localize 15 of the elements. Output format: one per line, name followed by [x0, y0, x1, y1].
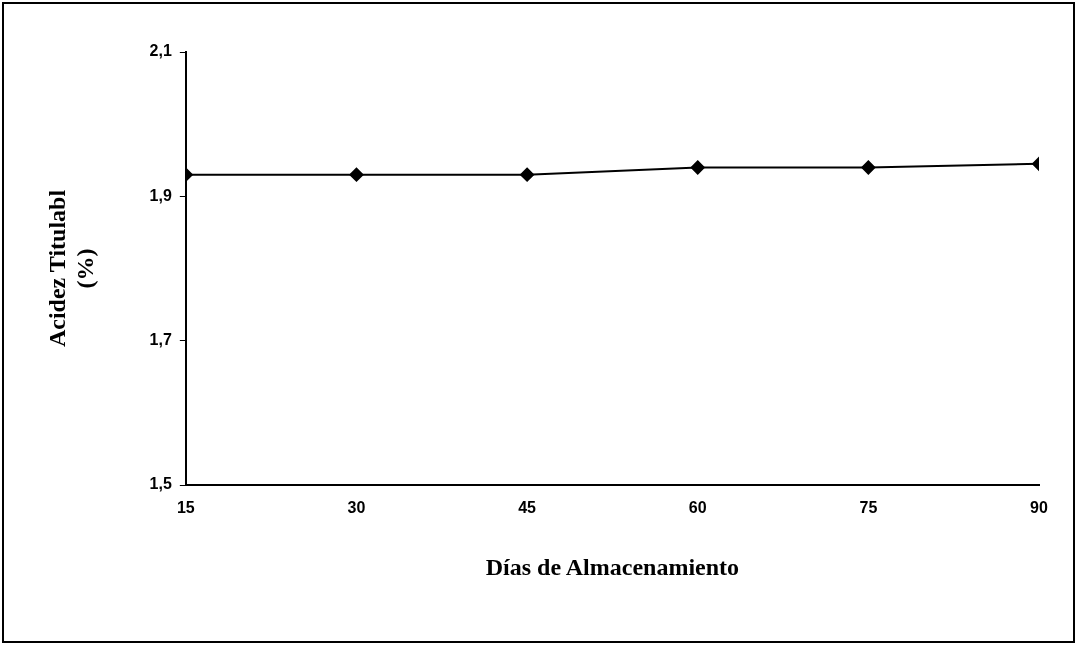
point — [690, 160, 705, 175]
y-tick-label: 2,1 — [149, 42, 172, 60]
x-tick-label: 45 — [518, 499, 537, 517]
y-tick-label: 1,7 — [149, 331, 172, 349]
x-axis-title: Días de Almacenamiento — [485, 553, 740, 580]
y-tick-label: 1,5 — [149, 475, 172, 493]
y-axis-title: Acidez Titulabl (%) — [43, 189, 99, 348]
x-tick-label: 60 — [688, 499, 707, 517]
point — [349, 167, 364, 182]
x-tick-label: 90 — [1030, 499, 1048, 517]
x-tick-label: 75 — [859, 499, 878, 517]
x-tick-label: 15 — [176, 499, 195, 517]
y-tick-label: 1,9 — [149, 186, 172, 204]
point — [520, 167, 535, 182]
x-tick-label: 30 — [347, 499, 366, 517]
